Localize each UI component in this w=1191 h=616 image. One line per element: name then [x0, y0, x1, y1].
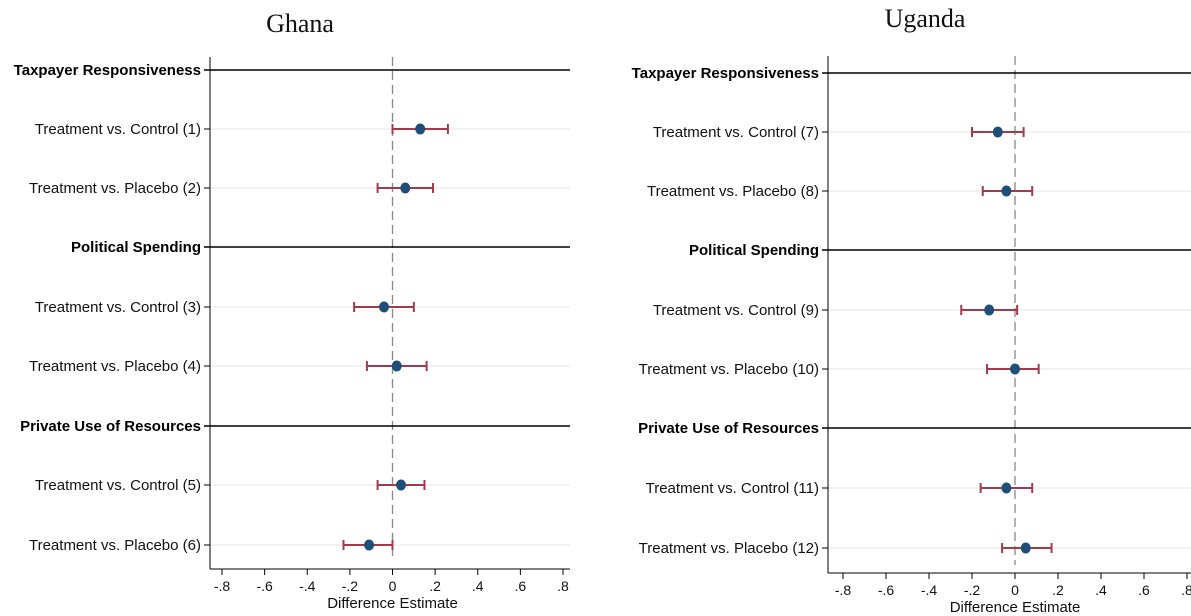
- point-estimate-marker: [391, 360, 402, 372]
- x-tick-label: .2: [1052, 582, 1064, 598]
- x-tick-label: -.2: [342, 578, 359, 594]
- x-tick-label: .6: [515, 578, 527, 594]
- row-label: Treatment vs. Control (1): [35, 121, 201, 138]
- row-label: Treatment vs. Control (11): [646, 480, 819, 497]
- row-label: Treatment vs. Placebo (8): [647, 183, 819, 200]
- row-label: Treatment vs. Placebo (2): [29, 180, 201, 197]
- section-header: Taxpayer Responsiveness: [632, 65, 819, 82]
- row-label: Treatment vs. Placebo (6): [29, 537, 201, 554]
- x-tick-label: .8: [1181, 582, 1191, 598]
- row-label: Treatment vs. Placebo (4): [29, 358, 201, 375]
- x-tick-label: .4: [472, 578, 484, 594]
- x-tick-label: .2: [429, 578, 441, 594]
- point-estimate-marker: [400, 182, 411, 194]
- point-estimate-marker: [1010, 363, 1020, 375]
- x-tick-label: 0: [389, 578, 397, 594]
- row-label: Treatment vs. Placebo (10): [639, 361, 819, 378]
- point-estimate-marker: [415, 123, 426, 135]
- section-header: Taxpayer Responsiveness: [14, 62, 201, 79]
- row-label: Treatment vs. Placebo (12): [639, 540, 819, 557]
- x-tick-label: -.4: [299, 578, 316, 594]
- section-header: Political Spending: [71, 239, 201, 256]
- x-axis-title: Difference Estimate: [327, 595, 458, 612]
- point-estimate-marker: [992, 126, 1003, 138]
- point-estimate-marker: [1001, 482, 1012, 494]
- point-estimate-marker: [1020, 542, 1031, 554]
- x-tick-label: -.6: [878, 582, 895, 598]
- point-estimate-marker: [378, 301, 389, 313]
- x-tick-label: .8: [557, 578, 569, 594]
- x-tick-label: -.8: [835, 582, 852, 598]
- point-estimate-marker: [396, 479, 407, 491]
- point-estimate-marker: [364, 539, 375, 551]
- x-tick-label: -.8: [214, 578, 231, 594]
- row-label: Treatment vs. Control (9): [653, 302, 819, 319]
- section-header: Private Use of Resources: [638, 420, 819, 437]
- row-label: Treatment vs. Control (5): [35, 477, 201, 494]
- point-estimate-marker: [1001, 185, 1012, 197]
- x-tick-label: .4: [1095, 582, 1107, 598]
- x-tick-label: -.6: [256, 578, 273, 594]
- section-header: Private Use of Resources: [20, 418, 201, 435]
- panel-title-ghana: Ghana: [266, 9, 334, 38]
- x-tick-label: .6: [1138, 582, 1150, 598]
- x-axis-title: Difference Estimate: [950, 599, 1081, 616]
- row-label: Treatment vs. Control (7): [653, 124, 819, 141]
- point-estimate-marker: [984, 304, 995, 316]
- x-tick-label: 0: [1011, 582, 1019, 598]
- panel-title-uganda: Uganda: [885, 4, 966, 33]
- x-tick-label: -.2: [964, 582, 981, 598]
- x-tick-label: -.4: [921, 582, 938, 598]
- section-header: Political Spending: [689, 242, 819, 259]
- row-label: Treatment vs. Control (3): [35, 299, 201, 316]
